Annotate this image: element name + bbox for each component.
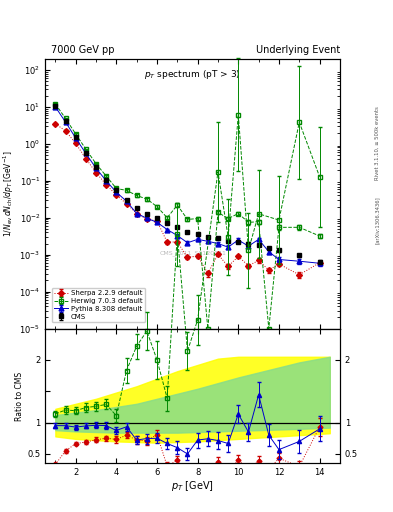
Text: CMS_2011_S9120041: CMS_2011_S9120041 — [159, 250, 226, 256]
X-axis label: $p_T$ [GeV]: $p_T$ [GeV] — [171, 479, 214, 493]
Text: [arXiv:1306.3436]: [arXiv:1306.3436] — [375, 196, 380, 244]
Text: Underlying Event: Underlying Event — [256, 45, 340, 55]
Y-axis label: Ratio to CMS: Ratio to CMS — [15, 371, 24, 420]
Text: 7000 GeV pp: 7000 GeV pp — [51, 45, 115, 55]
Legend: Sherpa 2.2.9 default, Herwig 7.0.3 default, Pythia 8.308 default, CMS: Sherpa 2.2.9 default, Herwig 7.0.3 defau… — [51, 288, 145, 323]
Y-axis label: $1/N_\mathrm{ev}\,dN_\mathrm{ch}/dp_T\,[\mathrm{GeV}^{-1}]$: $1/N_\mathrm{ev}\,dN_\mathrm{ch}/dp_T\,[… — [2, 151, 17, 237]
Text: Rivet 3.1.10, ≥ 500k events: Rivet 3.1.10, ≥ 500k events — [375, 106, 380, 180]
Text: $p_T$ spectrum (pT > 3): $p_T$ spectrum (pT > 3) — [144, 68, 241, 81]
